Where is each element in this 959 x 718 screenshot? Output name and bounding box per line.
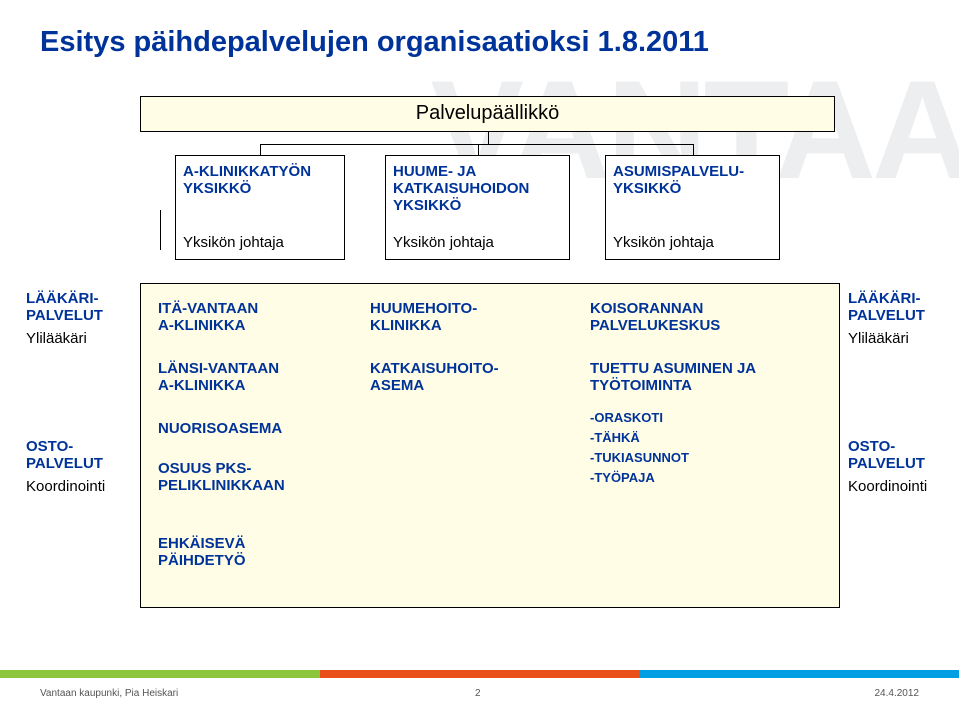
unit-subtitle: Yksikön johtaja [393,234,562,251]
top-box-label: Palvelupäällikkö [140,102,835,125]
connector-line [160,210,161,250]
connector-line [260,144,693,145]
footer-page-number: 2 [475,688,481,699]
side-label: OSTO- PALVELUT [26,438,136,472]
unit-subtitle: Yksikön johtaja [613,234,772,251]
content-item: LÄNSI-VANTAAN A-KLINIKKA [158,360,328,394]
unit-title: HUUME- JA KATKAISUHOIDON YKSIKKÖ [393,163,562,214]
content-item: KATKAISUHOITO- ASEMA [370,360,550,394]
content-item: HUUMEHOITO- KLINIKKA [370,300,550,334]
footer-date: 24.4.2012 [875,688,920,699]
side-label: LÄÄKÄRI- PALVELUT [848,290,958,324]
footer-stripe [320,670,640,678]
content-item: -TÄHKÄ [590,430,820,445]
content-item: KOISORANNAN PALVELUKESKUS [590,300,820,334]
content-item: ITÄ-VANTAAN A-KLINIKKA [158,300,328,334]
footer-stripe [639,670,959,678]
side-sublabel: Ylilääkäri [26,330,136,347]
unit-title: ASUMISPALVELU- YKSIKKÖ [613,163,772,197]
content-item: NUORISOASEMA [158,420,328,437]
slide-title: Esitys päihdepalvelujen organisaatioksi … [40,26,709,59]
side-sublabel: Ylilääkäri [848,330,958,347]
content-item: -TYÖPAJA [590,470,820,485]
side-label: LÄÄKÄRI- PALVELUT [26,290,136,324]
content-item: -ORASKOTI [590,410,820,425]
footer-left: Vantaan kaupunki, Pia Heiskari [40,688,178,699]
connector-line [488,132,489,144]
unit-subtitle: Yksikön johtaja [183,234,337,251]
side-label: OSTO- PALVELUT [848,438,958,472]
unit-title: A-KLINIKKATYÖN YKSIKKÖ [183,163,337,197]
content-item: TUETTU ASUMINEN JA TYÖTOIMINTA [590,360,820,394]
content-item: -TUKIASUNNOT [590,450,820,465]
connector-line [260,144,261,155]
connector-line [693,144,694,155]
connector-line [478,144,479,155]
content-item: EHKÄISEVÄ PÄIHDETYÖ [158,535,328,569]
content-item: OSUUS PKS- PELIKLINIKKAAN [158,460,328,494]
side-sublabel: Koordinointi [848,478,958,495]
side-sublabel: Koordinointi [26,478,136,495]
footer-stripe [0,670,320,678]
